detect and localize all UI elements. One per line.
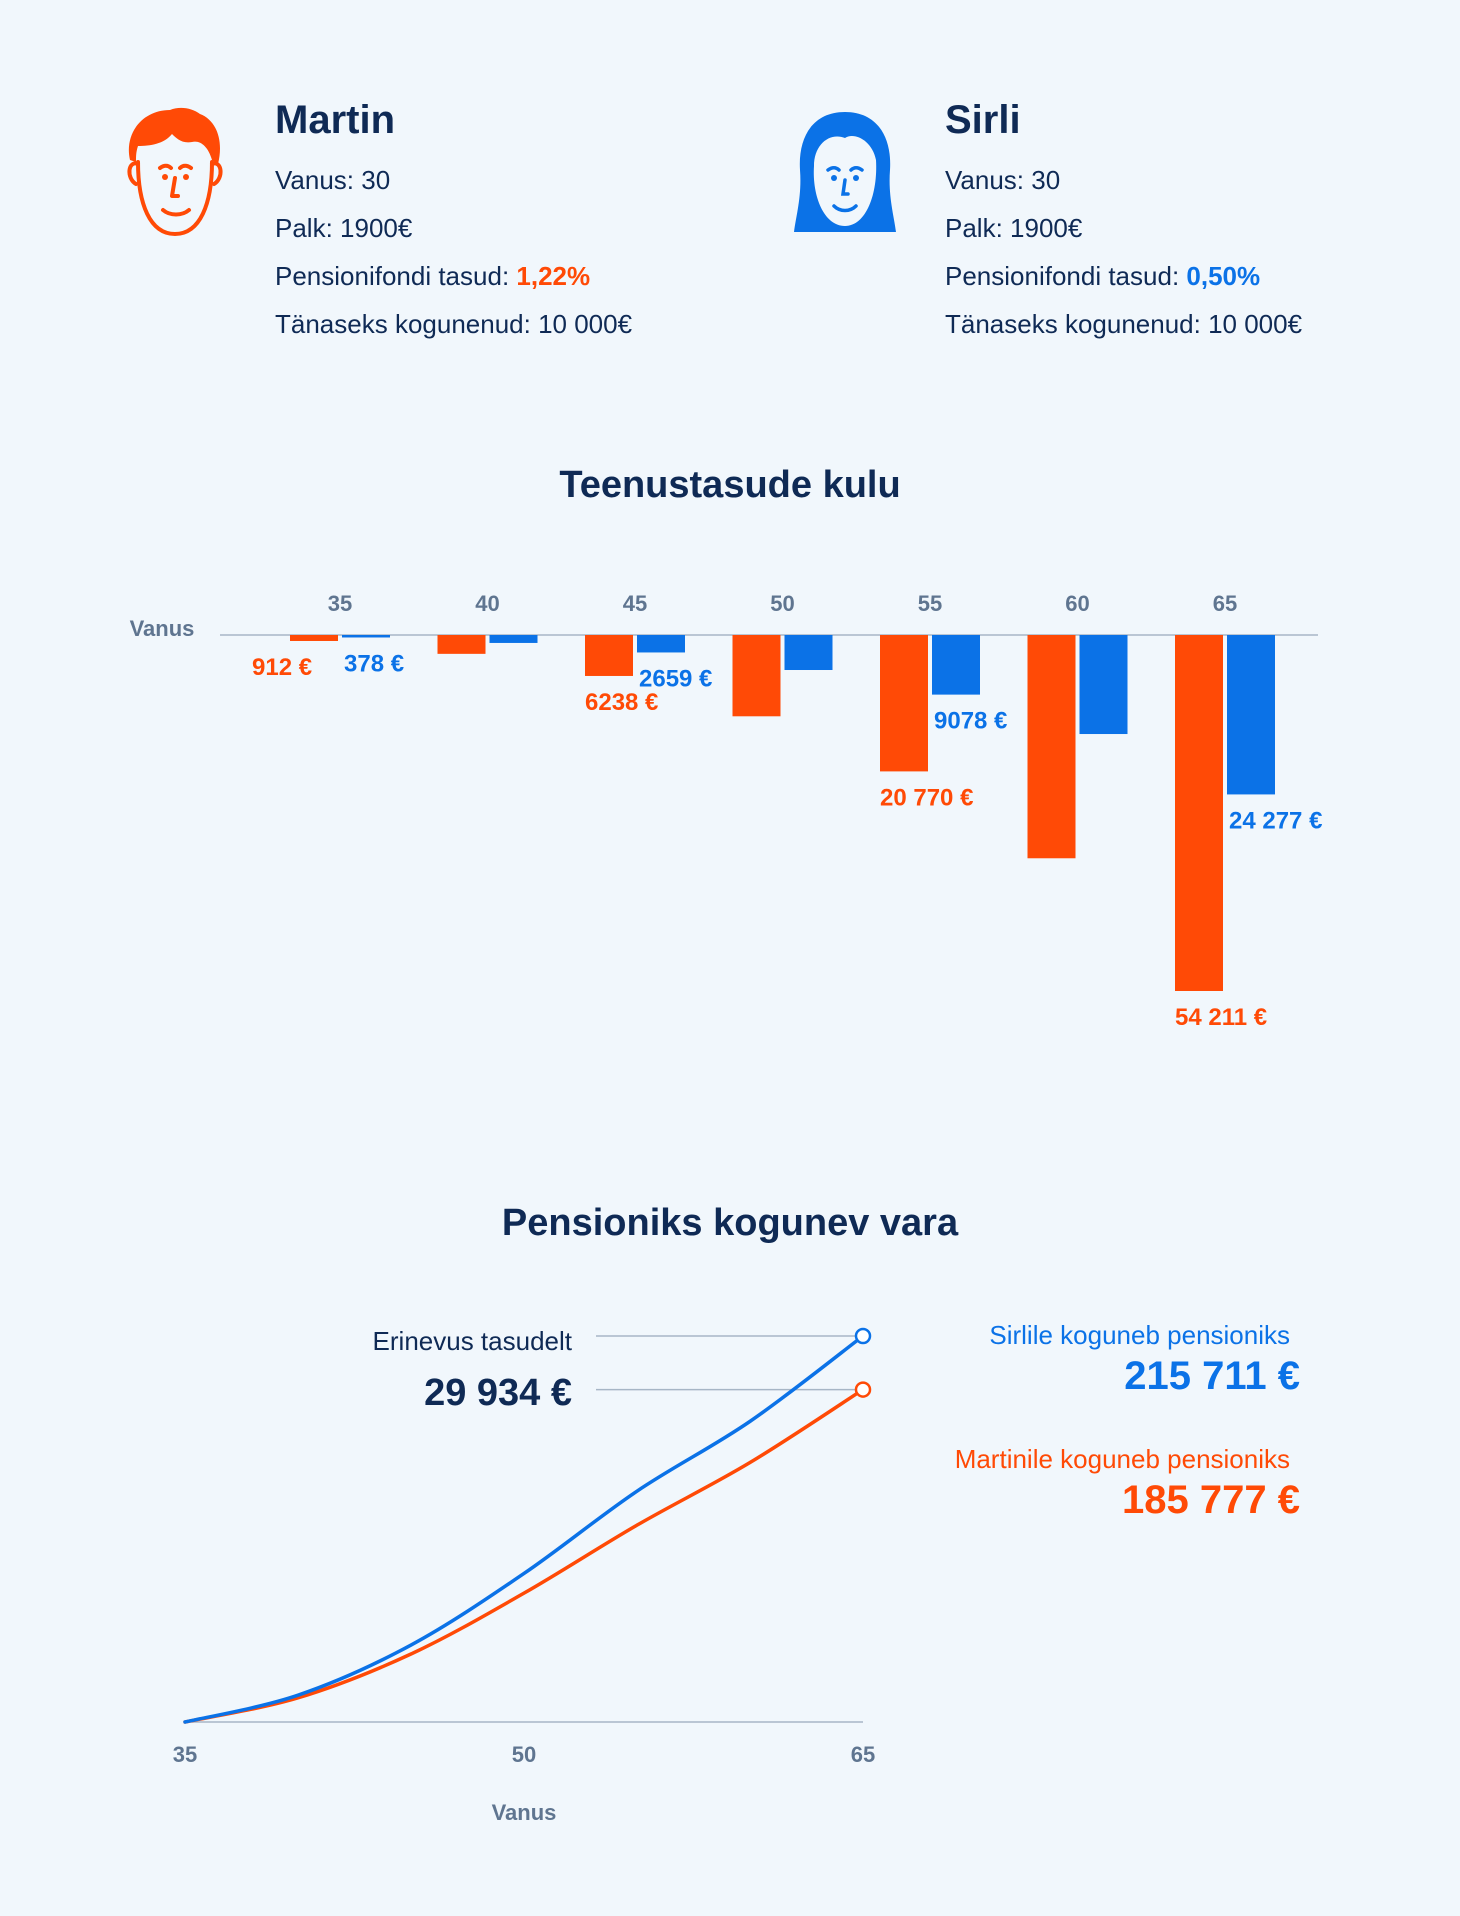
salary-line: Palk: 1900€ bbox=[275, 213, 413, 243]
fees-bar-chart: Vanus 35 40 45 50 55 60 65 912 € 378 € 6238 €2659 … bbox=[130, 591, 1323, 1031]
sirli-result-value: 215 711 € bbox=[1124, 1354, 1300, 1398]
series-line-sirli bbox=[183, 1334, 865, 1724]
bar-data-label: 9078 € bbox=[934, 708, 1007, 735]
endpoint-sirli bbox=[854, 1327, 872, 1345]
bar-martin bbox=[585, 635, 633, 676]
bar-data-label: 378 € bbox=[344, 650, 404, 677]
martin-result-value: 185 777 € bbox=[1122, 1478, 1300, 1522]
line-chart-title: Pensioniks kogunev vara bbox=[501, 1202, 959, 1244]
bar-sirli bbox=[342, 635, 390, 638]
salary-line: Palk: 1900€ bbox=[945, 213, 1083, 243]
fee-label: Pensionifondi tasud: bbox=[945, 261, 1187, 291]
savings-line-chart: 35 50 65 Vanus bbox=[173, 1327, 875, 1825]
bar-tick-label: 55 bbox=[918, 591, 942, 616]
bar-sirli bbox=[1079, 635, 1128, 735]
age-line: Vanus: 30 bbox=[275, 165, 391, 195]
bar-tick-label: 45 bbox=[623, 591, 647, 616]
bar-data-label: 20 770 € bbox=[880, 784, 973, 811]
bar-martin bbox=[732, 635, 781, 717]
fee-line: Pensionifondi tasud: 0,50% bbox=[945, 252, 1425, 300]
bar-chart-title: Teenustasude kulu bbox=[559, 464, 901, 506]
bar-sirli bbox=[784, 635, 833, 671]
bar-data-label: 54 211 € bbox=[1175, 1004, 1267, 1031]
bar-data-label: 24 277 € bbox=[1229, 807, 1322, 834]
accumulated-line: Tänaseks kogunenud: 10 000€ bbox=[275, 309, 633, 339]
bar-tick-label: 40 bbox=[475, 591, 499, 616]
accumulated-line: Tänaseks kogunenud: 10 000€ bbox=[945, 309, 1303, 339]
bar-martin bbox=[1027, 635, 1076, 859]
bar-data-label: 2659 € bbox=[639, 665, 712, 692]
bar-tick-label: 65 bbox=[1213, 591, 1237, 616]
line-tick-label: 65 bbox=[851, 1742, 875, 1767]
line-tick-label: 35 bbox=[173, 1742, 197, 1767]
female-avatar-icon bbox=[794, 112, 896, 232]
person-name: Sirli bbox=[945, 98, 1021, 142]
bar-data-label: 912 € bbox=[252, 654, 312, 681]
bar-tick-label: 50 bbox=[770, 591, 794, 616]
bar-martin bbox=[880, 635, 928, 772]
sirli-result-label: Sirlile koguneb pensioniks bbox=[989, 1320, 1290, 1350]
bar-sirli bbox=[637, 635, 685, 653]
bar-axis-label: Vanus bbox=[130, 616, 195, 641]
bar-sirli bbox=[932, 635, 980, 695]
martin-result-label: Martinile koguneb pensioniks bbox=[954, 1444, 1290, 1474]
bar-martin bbox=[290, 635, 338, 641]
line-axis-label: Vanus bbox=[492, 1800, 557, 1825]
fee-label: Pensionifondi tasud: bbox=[275, 261, 517, 291]
male-avatar-icon bbox=[127, 107, 223, 236]
bar-martin bbox=[437, 635, 486, 654]
bar-tick-label: 35 bbox=[328, 591, 352, 616]
series-line-martin bbox=[183, 1387, 865, 1724]
difference-label: Erinevus tasudelt bbox=[372, 1326, 572, 1356]
fee-value: 0,50% bbox=[1186, 261, 1261, 291]
bar-data-label: 6238 € bbox=[585, 689, 658, 716]
bar-sirli bbox=[1227, 635, 1275, 795]
line-tick-label: 50 bbox=[512, 1742, 536, 1767]
bar-martin bbox=[1175, 635, 1223, 991]
bar-tick-label: 60 bbox=[1065, 591, 1089, 616]
fee-line: Pensionifondi tasud: 1,22% bbox=[275, 252, 755, 300]
bar-sirli bbox=[489, 635, 538, 643]
fee-value: 1,22% bbox=[516, 261, 591, 291]
difference-value: 29 934 € bbox=[424, 1372, 572, 1414]
endpoint-martin bbox=[854, 1381, 872, 1398]
age-line: Vanus: 30 bbox=[945, 165, 1061, 195]
person-name: Martin bbox=[275, 98, 395, 142]
